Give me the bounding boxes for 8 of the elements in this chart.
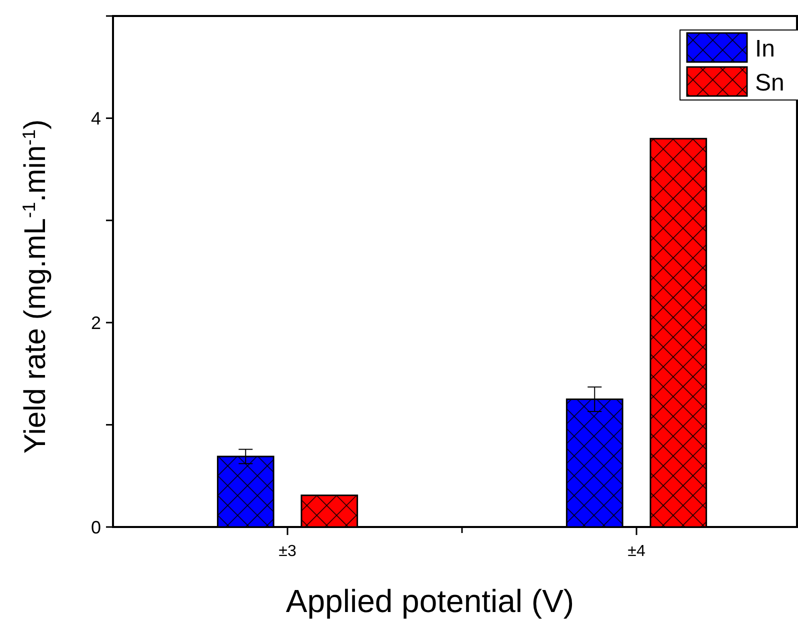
legend-label: Sn xyxy=(755,69,784,96)
y-tick-label: 4 xyxy=(90,108,101,128)
y-tick-label: 2 xyxy=(90,312,101,333)
x-axis-title: Applied potential (V) xyxy=(286,583,574,619)
legend-label: In xyxy=(755,35,776,62)
x-tick-label: ±4 xyxy=(628,543,646,560)
y-tick-label: 0 xyxy=(90,517,101,538)
x-tick-label: ±3 xyxy=(278,543,296,560)
